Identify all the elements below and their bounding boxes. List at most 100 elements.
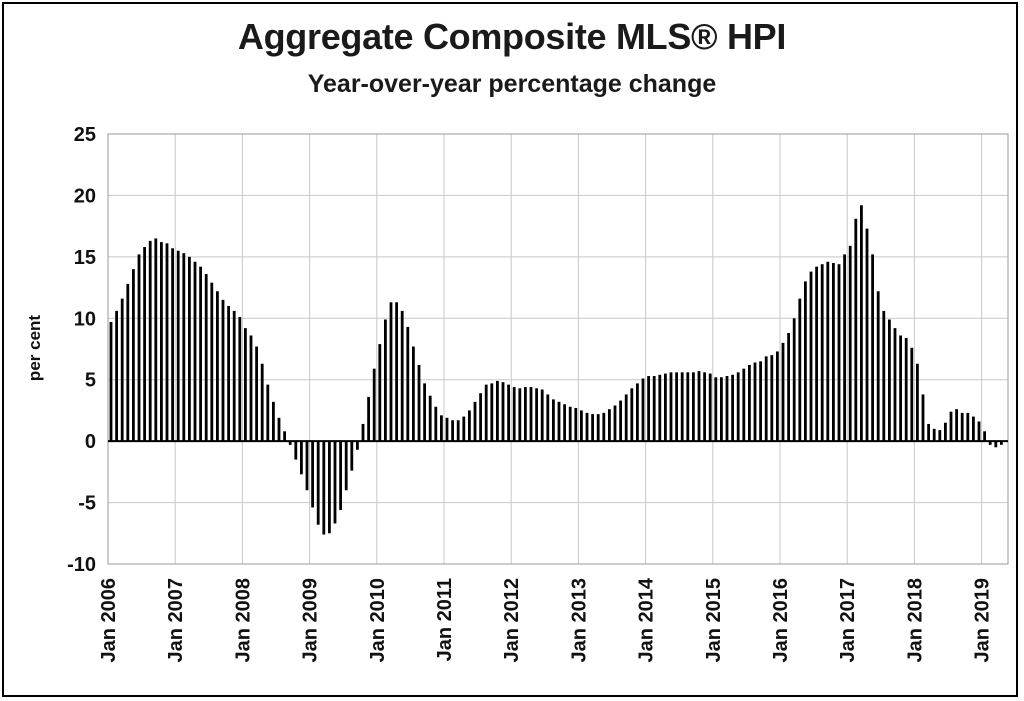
bar [759,361,762,442]
bar [389,302,393,442]
bar [972,416,975,442]
bar [652,376,656,442]
bar [535,388,538,442]
bar [983,431,986,442]
bar [837,264,841,442]
bar [770,355,774,442]
bar [876,291,880,442]
bar [585,412,589,442]
bar [344,441,348,491]
chart-title: Aggregate Composite MLS® HPI [237,16,787,57]
bar [479,393,482,442]
bar [468,410,471,442]
bar [294,441,298,460]
x-tick-label: Jan 2019 [972,578,994,663]
bar [1000,441,1003,445]
bar [333,441,337,524]
bar [748,364,751,442]
bar [686,372,690,442]
x-tick-label: Jan 2011 [434,578,456,661]
y-tick-labels: -10 -5 0 5 10 15 20 25 [67,124,96,576]
bar [283,431,286,442]
bar [367,396,370,442]
bar [949,411,953,442]
bar [210,282,214,442]
bar [832,263,835,442]
bar [445,417,449,442]
bar [524,387,527,442]
bar [199,266,202,442]
bar [255,346,258,442]
bar [882,310,886,442]
y-tick-label: 25 [74,124,96,146]
y-tick-label: -10 [67,554,96,576]
bar [860,205,863,442]
bar [400,310,404,442]
bar [636,383,639,442]
bar [132,269,135,442]
bar [848,245,852,442]
bar [596,414,600,442]
bar [176,250,180,442]
bar [624,394,628,442]
bar [456,420,460,442]
bar [708,373,712,442]
bar [854,218,858,442]
y-tick-label: 20 [74,185,96,207]
bar [311,441,314,508]
bar [932,428,936,442]
bar [428,395,432,442]
bar [792,318,796,442]
bar [680,372,684,442]
bar [697,371,701,442]
bar [372,368,376,442]
bar [714,377,718,442]
bar [316,441,320,525]
bar [608,409,611,442]
bar [137,254,141,442]
bar [518,388,522,442]
bar [753,362,757,442]
bar [462,416,466,442]
bar [563,404,566,442]
bar [815,266,818,442]
bar [288,441,292,445]
y-tick-label: 5 [85,370,96,392]
bar [927,423,930,442]
bar [602,412,606,442]
bar [944,422,947,442]
bars [109,205,1003,535]
bar [720,377,723,442]
axes [107,133,1009,565]
bar [546,394,550,442]
bar [182,253,186,442]
bar [809,271,813,442]
bar [417,364,421,442]
bar [591,414,594,442]
bar [552,399,555,442]
bar [731,374,734,442]
bar [960,412,964,442]
bar [193,261,197,442]
bar [568,406,572,442]
bar [165,243,169,442]
bar [798,298,802,442]
bar [501,382,505,442]
bar [899,335,902,442]
bar [440,415,443,442]
bar [641,378,645,442]
bar [260,363,264,442]
bar [244,328,247,442]
bar [613,405,617,442]
bar [378,344,382,442]
bar [742,368,746,442]
bar [148,240,152,442]
bar [580,410,583,442]
bar [216,291,219,442]
bar [277,417,281,442]
bar [305,441,309,491]
bar [664,373,667,442]
bar [630,388,634,442]
bar [910,347,914,442]
